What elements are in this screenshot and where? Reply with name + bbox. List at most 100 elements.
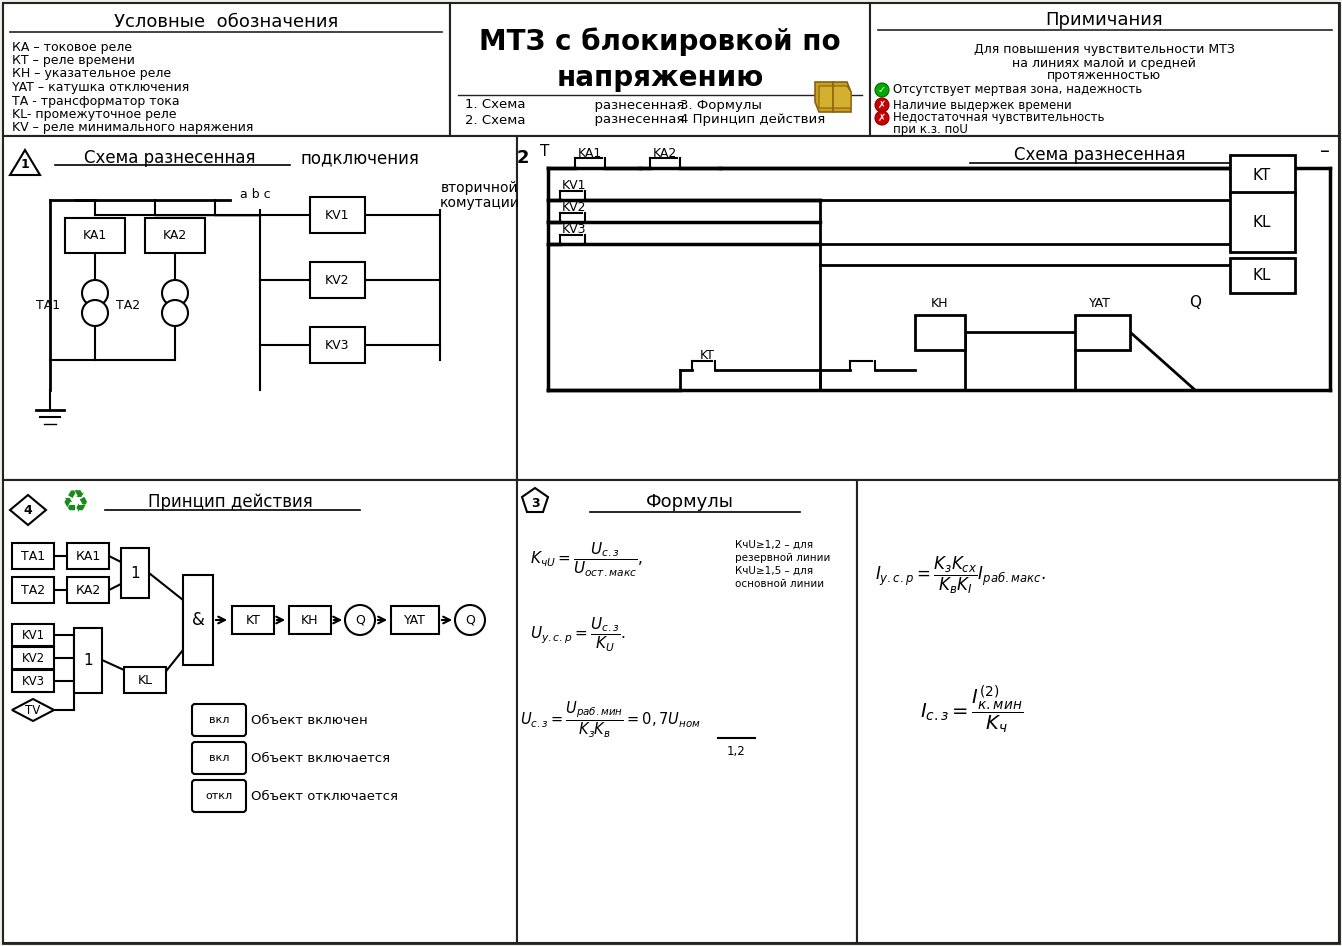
Text: разнесенная: разнесенная: [535, 114, 684, 127]
Text: KV2: KV2: [562, 201, 586, 214]
Text: 2. Схема: 2. Схема: [464, 114, 526, 127]
Text: KA2: KA2: [652, 147, 678, 160]
Text: Q: Q: [356, 614, 365, 626]
Circle shape: [875, 98, 888, 112]
Text: 3. Формулы: 3. Формулы: [680, 98, 762, 112]
Text: $I_{с.з} = \dfrac{I^{(2)}_{к.мин}}{K_ч}$: $I_{с.з} = \dfrac{I^{(2)}_{к.мин}}{K_ч}$: [921, 684, 1024, 736]
Polygon shape: [9, 150, 40, 175]
Polygon shape: [815, 82, 851, 112]
Text: напряжению: напряжению: [557, 64, 764, 92]
Text: KV3: KV3: [325, 339, 349, 352]
Bar: [67, 543, 109, 569]
Text: $I_{у.с.р} = \dfrac{K_з K_{сх}}{K_в K_I} I_{раб.макс}.$: $I_{у.с.р} = \dfrac{K_з K_{сх}}{K_в K_I}…: [875, 554, 1045, 596]
Text: вкл: вкл: [209, 715, 229, 725]
Text: Схема разнесенная: Схема разнесенная: [1015, 146, 1186, 164]
Circle shape: [162, 280, 188, 306]
Text: Объект отключается: Объект отключается: [251, 790, 399, 802]
Text: KT: KT: [1253, 167, 1271, 183]
Polygon shape: [819, 86, 851, 108]
Text: КА1: КА1: [75, 550, 101, 563]
Text: KT: KT: [701, 348, 715, 361]
Text: резервной линии: резервной линии: [735, 553, 831, 563]
Text: &: &: [192, 611, 204, 629]
Text: 1: 1: [83, 653, 93, 668]
Bar: [450, 3, 870, 136]
Bar: [289, 606, 331, 634]
Bar: [67, 577, 109, 603]
Text: КчU≥1,2 – для: КчU≥1,2 – для: [735, 540, 813, 550]
Bar: [64, 218, 125, 253]
Text: YAT: YAT: [1090, 297, 1111, 310]
Bar: [517, 480, 858, 943]
Text: YAT: YAT: [404, 614, 425, 626]
Text: вторичной: вторичной: [442, 181, 519, 195]
Bar: [74, 628, 102, 693]
Bar: [915, 315, 965, 350]
Text: Объект включен: Объект включен: [251, 713, 368, 727]
Text: $K_{чU} = \dfrac{U_{с.з}}{U_{ост.макс}},$: $K_{чU} = \dfrac{U_{с.з}}{U_{ост.макс}},…: [530, 541, 643, 579]
Bar: [310, 197, 365, 233]
Text: КН – указательное реле: КН – указательное реле: [12, 67, 172, 80]
Text: 1. Схема: 1. Схема: [464, 98, 526, 112]
Bar: [310, 262, 365, 298]
Bar: [3, 136, 517, 480]
Text: КА – токовое реле: КА – токовое реле: [12, 41, 132, 54]
Circle shape: [162, 300, 188, 326]
Text: $U_{у.с.р} = \dfrac{U_{с.з}}{K_U}.$: $U_{у.с.р} = \dfrac{U_{с.з}}{K_U}.$: [530, 616, 625, 654]
Text: ТА - трансформатор тока: ТА - трансформатор тока: [12, 95, 180, 108]
FancyBboxPatch shape: [192, 742, 246, 774]
Bar: [858, 480, 1339, 943]
Circle shape: [455, 605, 484, 635]
Text: Q: Q: [466, 614, 475, 626]
FancyBboxPatch shape: [192, 704, 246, 736]
Text: KA1: KA1: [83, 229, 107, 241]
Text: $U_{с.з} = \dfrac{U_{раб.мин}}{K_з K_в} = 0,7U_{ном}$: $U_{с.з} = \dfrac{U_{раб.мин}}{K_з K_в} …: [519, 700, 701, 740]
Text: KV2: KV2: [325, 273, 349, 287]
Text: KH: KH: [301, 614, 319, 626]
Text: ♻: ♻: [62, 488, 89, 517]
Text: KA2: KA2: [162, 229, 187, 241]
Text: Примичания: Примичания: [1045, 11, 1162, 29]
Text: протяженностью: протяженностью: [1047, 69, 1161, 82]
Text: KA1: KA1: [578, 147, 603, 160]
Text: KL: KL: [1252, 215, 1271, 230]
Polygon shape: [12, 699, 54, 721]
Bar: [232, 606, 274, 634]
Bar: [517, 136, 1339, 480]
Bar: [1231, 258, 1295, 293]
Text: Принцип действия: Принцип действия: [148, 493, 313, 511]
Text: вкл: вкл: [209, 753, 229, 763]
Text: Отсутствует мертвая зона, надежность: Отсутствует мертвая зона, надежность: [892, 83, 1142, 96]
Circle shape: [82, 280, 107, 306]
Text: ТА2: ТА2: [115, 299, 140, 311]
Text: KH: KH: [931, 297, 949, 310]
Text: КА2: КА2: [75, 584, 101, 597]
Text: на линиях малой и средней: на линиях малой и средней: [1012, 57, 1196, 69]
Text: Q: Q: [1189, 295, 1201, 310]
Bar: [3, 3, 450, 136]
Bar: [3, 480, 517, 943]
Text: КТ – реле времени: КТ – реле времени: [12, 54, 136, 67]
Text: 1,2: 1,2: [726, 745, 745, 758]
Text: Схема разнесенная: Схема разнесенная: [85, 149, 256, 167]
Text: YAT – катушка отключения: YAT – катушка отключения: [12, 81, 189, 94]
Bar: [12, 670, 54, 692]
Text: TV: TV: [25, 704, 40, 716]
Text: Для повышения чувствительности МТЗ: Для повышения чувствительности МТЗ: [973, 44, 1235, 57]
Text: ✗: ✗: [878, 113, 886, 123]
Text: KV1: KV1: [562, 179, 586, 192]
Text: ✗: ✗: [878, 100, 886, 110]
Text: Недостаточная чувствительность: Недостаточная чувствительность: [892, 112, 1104, 125]
Text: ТА2: ТА2: [21, 584, 46, 597]
Text: KV3: KV3: [562, 223, 586, 236]
Text: KT: KT: [246, 614, 260, 626]
Bar: [1231, 155, 1295, 195]
Text: KV1: KV1: [325, 208, 349, 221]
Text: комутации: комутации: [440, 196, 519, 210]
Bar: [12, 543, 54, 569]
Text: KV2: KV2: [21, 652, 44, 664]
Text: 4: 4: [24, 503, 32, 517]
Bar: [870, 3, 1339, 136]
Bar: [310, 327, 365, 363]
Text: ТА1: ТА1: [21, 550, 46, 563]
